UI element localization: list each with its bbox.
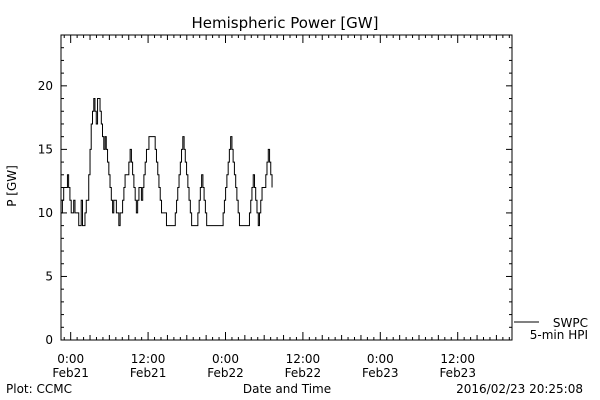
x-tick-date-label: Feb22 bbox=[285, 366, 322, 380]
series-line-swpc bbox=[61, 98, 273, 227]
series-group bbox=[61, 98, 273, 227]
x-tick-time-label: 12:00 bbox=[440, 352, 475, 366]
x-tick-date-label: Feb21 bbox=[130, 366, 167, 380]
y-tick-label: 20 bbox=[38, 79, 53, 93]
x-tick-date-label: Feb21 bbox=[52, 366, 89, 380]
x-tick-date-label: Feb23 bbox=[439, 366, 476, 380]
legend-label-hpi: 5-min HPI bbox=[530, 328, 588, 342]
y-axis-ticks: 0 5 10 15 20 bbox=[38, 34, 512, 347]
legend-label-swpc: SWPC bbox=[553, 316, 588, 330]
plot-frame bbox=[60, 34, 513, 341]
y-tick-label: 0 bbox=[45, 333, 53, 347]
x-axis-label: Date and Time bbox=[243, 382, 331, 396]
x-tick-time-label: 12:00 bbox=[131, 352, 166, 366]
y-axis-label: P [GW] bbox=[5, 165, 19, 207]
x-tick-time-label: 0:00 bbox=[212, 352, 239, 366]
axes bbox=[60, 34, 513, 341]
x-tick-time-label: 12:00 bbox=[286, 352, 321, 366]
y-tick-label: 15 bbox=[38, 142, 53, 156]
chart-title: Hemispheric Power [GW] bbox=[192, 14, 379, 32]
plot-credit: Plot: CCMC bbox=[6, 382, 72, 396]
x-tick-time-label: 0:00 bbox=[57, 352, 84, 366]
x-tick-date-label: Feb22 bbox=[207, 366, 244, 380]
timestamp: 2016/02/23 20:25:08 bbox=[456, 382, 583, 396]
y-tick-label: 5 bbox=[45, 269, 53, 283]
x-tick-time-label: 0:00 bbox=[367, 352, 394, 366]
x-axis-ticks: 0:00Feb2112:00Feb210:00Feb2212:00Feb220:… bbox=[52, 35, 510, 380]
y-tick-label: 10 bbox=[38, 206, 53, 220]
x-tick-date-label: Feb23 bbox=[362, 366, 399, 380]
